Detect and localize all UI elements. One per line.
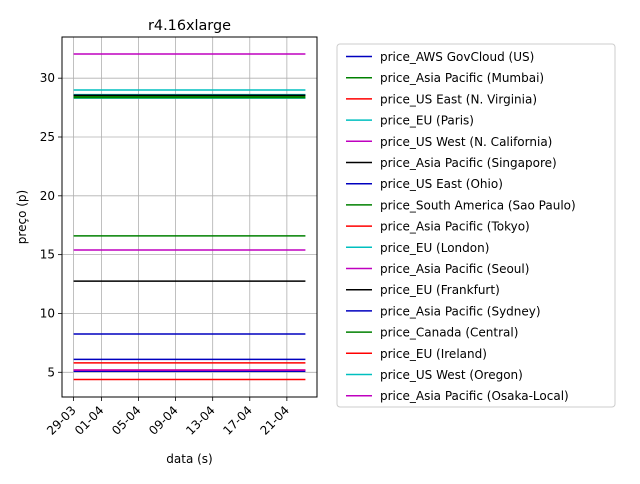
y-tick-label: 20 [40,189,55,203]
y-tick-label: 5 [47,365,55,379]
legend-label: price_EU (Ireland) [380,347,487,361]
y-axis-label: preço (p) [15,190,29,244]
legend-label: price_EU (Paris) [380,114,474,128]
y-tick-label: 25 [40,130,55,144]
x-axis-label: data (s) [166,452,212,466]
legend-label: price_AWS GovCloud (US) [380,50,534,64]
y-tick-label: 15 [40,248,55,262]
legend-label: price_US East (Ohio) [380,177,503,191]
legend-label: price_South America (Sao Paulo) [380,198,576,212]
y-axis: 5 10 15 20 25 30 [40,71,62,379]
legend-label: price_Asia Pacific (Osaka-Local) [380,389,569,403]
legend-label: price_Canada (Central) [380,326,518,340]
y-tick-label: 30 [40,71,55,85]
legend-label: price_US West (N. California) [380,135,552,149]
legend-label: price_US West (Oregon) [380,368,523,382]
y-tick-label: 10 [40,306,55,320]
legend-label: price_Asia Pacific (Singapore) [380,156,557,170]
legend-label: price_Asia Pacific (Tokyo) [380,220,530,234]
legend-label: price_Asia Pacific (Sydney) [380,304,541,318]
chart-title: r4.16xlarge [148,18,231,34]
legend: price_AWS GovCloud (US) price_Asia Pacifi… [336,43,616,408]
legend-label: price_Asia Pacific (Seoul) [380,262,529,276]
series-lines [73,53,306,381]
legend-label: price_Asia Pacific (Mumbai) [380,71,544,85]
legend-label: price_EU (London) [380,241,489,255]
legend-label: price_US East (N. Virginia) [380,92,537,106]
plot-frame [61,36,318,398]
legend-frame [336,43,616,408]
legend-label: price_EU (Frankfurt) [380,283,500,297]
